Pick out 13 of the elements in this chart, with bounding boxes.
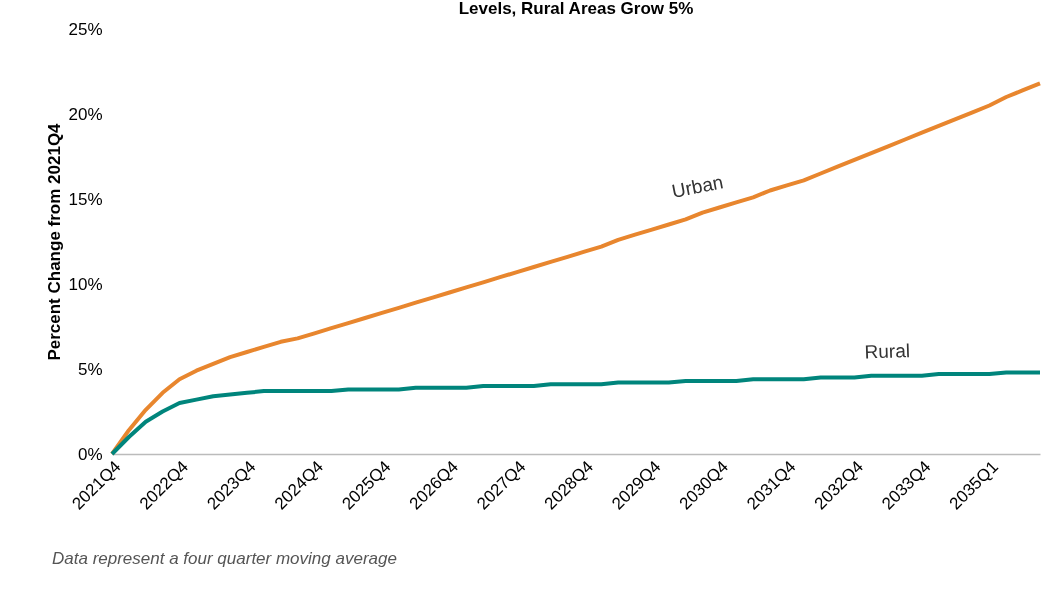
line-series: [110, 370, 1042, 456]
y-tick-label: 20%: [68, 104, 103, 124]
y-tick-label: 25%: [68, 19, 103, 39]
line-series: [110, 81, 1042, 456]
text: Data represent a four quarter moving average: [52, 548, 397, 570]
y-tick-label: 10%: [68, 274, 103, 294]
y-axis-title: Percent Change from 2021Q4: [45, 122, 65, 361]
text: Urban: [670, 171, 725, 202]
y-tick-label: 0%: [77, 444, 103, 464]
chart-title: Levels, Rural Areas Grow 5%: [458, 0, 694, 18]
y-tick-label: 15%: [68, 189, 103, 209]
y-tick-label: 5%: [77, 359, 103, 379]
series-label: Rural: [864, 340, 911, 363]
